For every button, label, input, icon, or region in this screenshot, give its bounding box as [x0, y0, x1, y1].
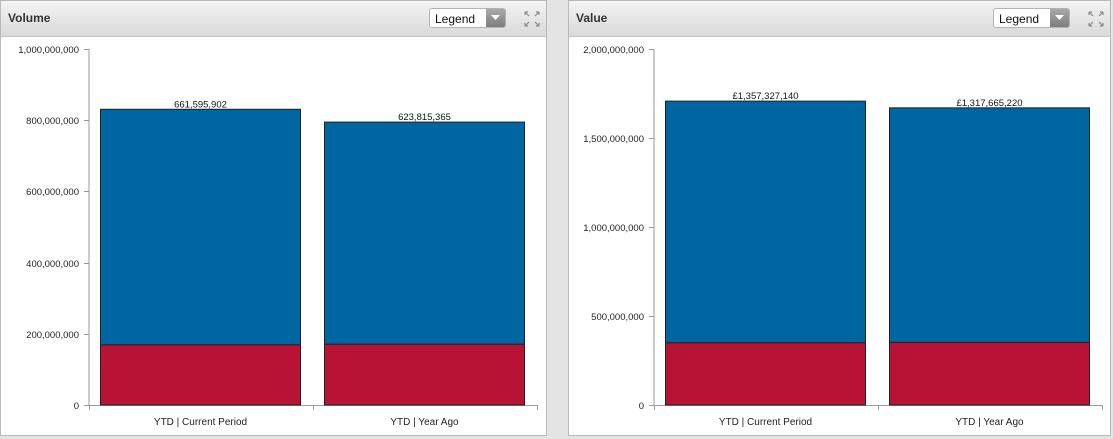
x-tick-label: YTD | Current Period [719, 417, 812, 428]
panel-header: Volume Legend [1, 1, 546, 37]
y-tick-label: 200,000,000 [26, 330, 79, 341]
x-tick-label: YTD | Year Ago [390, 417, 459, 428]
panel-header: Value Legend [569, 1, 1110, 37]
legend-dropdown-label: Legend [999, 12, 1040, 26]
y-tick-label: 1,500,000,000 [583, 134, 644, 145]
y-tick-label: 0 [74, 401, 79, 412]
panel-title: Volume [8, 11, 51, 25]
volume-chart: 0 200,000,000 400,000,000 600,000,000 800,00… [18, 45, 538, 428]
data-label: £1,357,327,140 [732, 91, 798, 102]
chevron-down-icon [1050, 9, 1069, 27]
expand-icon[interactable] [1088, 11, 1104, 27]
bar-segment-bottom[interactable] [665, 342, 866, 406]
y-tick-label: 800,000,000 [26, 116, 79, 127]
legend-dropdown-label: Legend [435, 12, 476, 26]
x-tick-label: YTD | Current Period [154, 417, 247, 428]
y-tick-label: 1,000,000,000 [583, 223, 644, 234]
y-tick-label: 2,000,000,000 [583, 45, 644, 56]
bar-segment-top[interactable] [665, 100, 866, 344]
legend-dropdown[interactable]: Legend [993, 8, 1070, 28]
bar-segment-bottom[interactable] [324, 343, 525, 406]
y-tick-label: 500,000,000 [591, 312, 644, 323]
data-label: £1,317,665,220 [956, 98, 1022, 109]
chevron-down-icon [486, 9, 505, 27]
y-tick-label: 400,000,000 [26, 259, 79, 270]
bar-segment-top[interactable] [889, 107, 1090, 343]
volume-panel: Volume Legend 0 200,000,000 400,000,000 600… [0, 0, 547, 436]
bar-segment-top[interactable] [100, 108, 301, 346]
data-label: 623,815,365 [398, 112, 451, 123]
value-panel: Value Legend 0 500,000,000 1,000,000,000 1,… [568, 0, 1111, 436]
y-tick-label: 600,000,000 [26, 187, 79, 198]
x-tick-label: YTD | Year Ago [955, 417, 1024, 428]
legend-dropdown[interactable]: Legend [429, 8, 506, 28]
y-tick-label: 0 [639, 401, 644, 412]
bar-segment-bottom[interactable] [100, 344, 301, 406]
bar-segment-bottom[interactable] [889, 341, 1090, 406]
data-label: 661,595,902 [174, 99, 227, 110]
y-tick-label: 1,000,000,000 [18, 45, 79, 56]
panel-title: Value [576, 11, 608, 25]
expand-icon[interactable] [524, 11, 540, 27]
value-chart: 0 500,000,000 1,000,000,000 1,500,000,000 2,… [583, 45, 1103, 428]
bar-segment-top[interactable] [324, 121, 525, 345]
